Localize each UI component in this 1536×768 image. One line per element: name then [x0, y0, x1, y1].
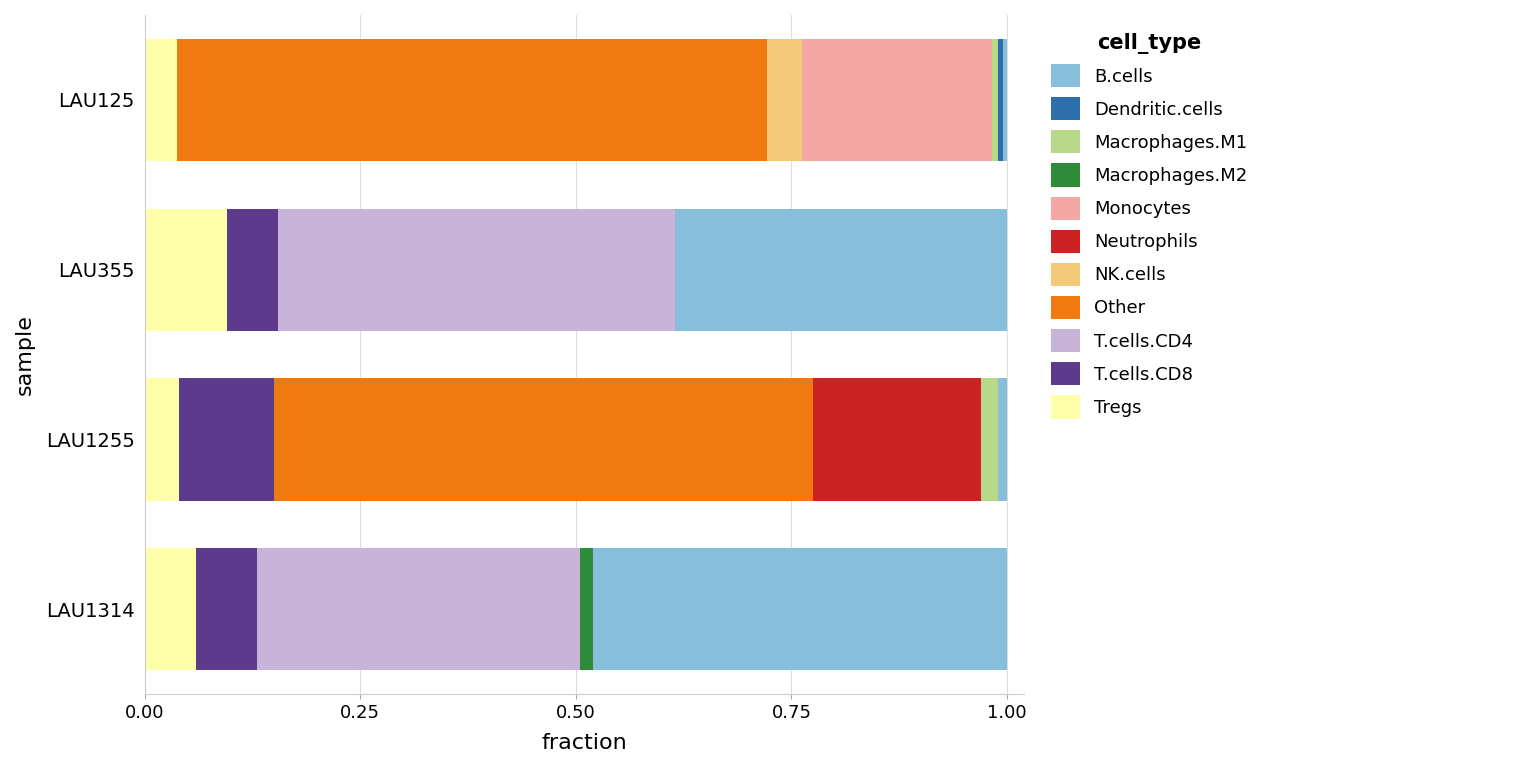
- Bar: [998, 38, 1003, 161]
- Bar: [278, 209, 674, 331]
- Legend: B.cells, Dendritic.cells, Macrophages.M1, Macrophages.M2, Monocytes, Neutrophils: B.cells, Dendritic.cells, Macrophages.M1…: [1041, 24, 1256, 428]
- Bar: [982, 379, 998, 501]
- Bar: [802, 38, 992, 161]
- Bar: [227, 209, 278, 331]
- Bar: [177, 38, 768, 161]
- X-axis label: fraction: fraction: [542, 733, 627, 753]
- Bar: [674, 209, 1008, 331]
- Bar: [144, 379, 180, 501]
- Bar: [768, 38, 802, 161]
- Bar: [581, 548, 593, 670]
- Bar: [273, 379, 813, 501]
- Y-axis label: sample: sample: [15, 314, 35, 395]
- Bar: [144, 209, 227, 331]
- Bar: [992, 38, 998, 161]
- Bar: [813, 379, 982, 501]
- Bar: [180, 379, 273, 501]
- Bar: [1003, 38, 1008, 161]
- Bar: [998, 379, 1008, 501]
- Bar: [197, 548, 257, 670]
- Bar: [144, 38, 177, 161]
- Bar: [144, 548, 197, 670]
- Bar: [257, 548, 581, 670]
- Bar: [593, 548, 1008, 670]
